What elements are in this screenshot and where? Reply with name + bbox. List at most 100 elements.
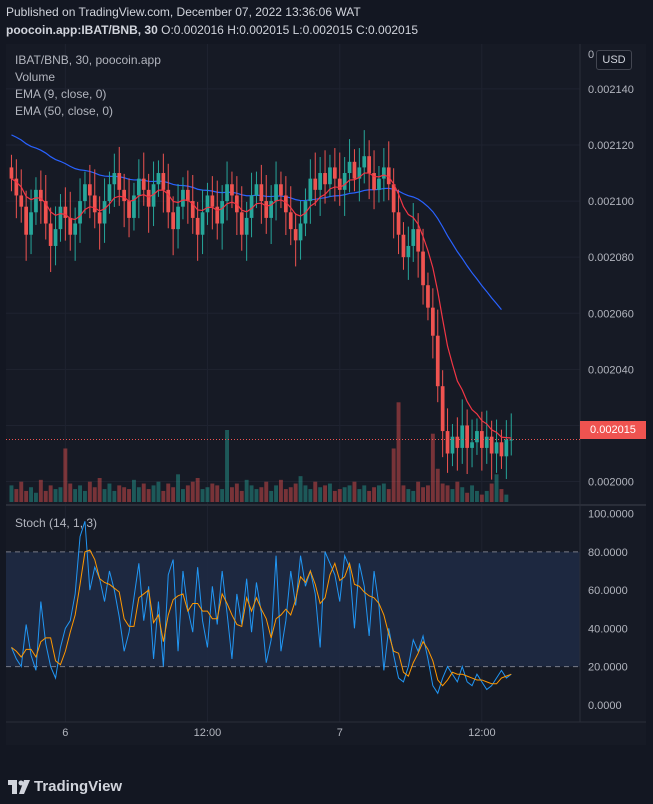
candle-body [337,178,342,190]
volume-bar [332,490,337,502]
candle-body [484,436,489,448]
volume-bar [48,485,53,502]
volume-bar [200,489,205,502]
volume-bar [460,487,465,502]
volume-bar [430,433,435,502]
candle-body [225,184,229,202]
stoch-tick-label: 100.0000 [588,509,634,521]
candle-body [230,184,234,196]
candle-body [132,195,136,218]
published-caption: Published on TradingView.com, December 0… [6,5,361,19]
volume-bar [274,485,279,502]
time-tick-label: 12:00 [194,727,222,739]
candle-body [430,307,435,336]
volume-bar [53,489,58,502]
price-tick-label: 0.002040 [588,364,634,376]
volume-bar [367,490,372,502]
candle-body [401,234,406,258]
volume-bar [396,402,401,502]
candle-body [269,201,274,218]
volume-bar [195,478,200,502]
volume-bar [425,485,430,502]
candle-body [274,184,278,202]
chart-area[interactable]: 0.002140 0.002120 0.002100 0.002080 0.002060… [6,44,646,745]
volume-bar [386,489,391,502]
volume-bar [180,489,185,502]
candle-body [102,201,107,224]
candle-body [244,217,249,235]
candle-body [313,178,318,190]
currency-button[interactable]: USD [596,50,632,70]
volume-bar [14,489,19,502]
candle-body [421,251,425,286]
volume-bar [337,489,342,502]
volume-bar [323,485,328,502]
candle-body [318,173,323,190]
volume-bar [131,479,136,502]
candle-body [181,189,185,207]
volume-bar [33,492,38,502]
candle-body [259,184,264,202]
volume-bar [29,487,34,502]
volume-bar [293,483,298,502]
volume-bar [470,485,475,502]
candle-body [171,212,176,230]
volume-bar [82,490,87,502]
stoch-tick-label: 0.0000 [588,700,622,712]
volume-bar [376,485,381,502]
candle-body [489,436,494,454]
tradingview-logo-icon [8,780,30,794]
candle-body [465,425,470,448]
low-value: 0.002015 [302,23,353,37]
candle-body [68,217,73,235]
volume-bar [318,487,323,502]
legend-ema9[interactable]: EMA (9, close, 0) [15,87,107,101]
volume-bar [73,489,78,502]
candle-body [249,195,254,218]
candle-body [53,229,58,246]
volume-bar [347,485,352,502]
volume-bar [381,483,386,502]
candle-body [161,173,166,190]
candle-body [357,167,362,179]
chart-svg[interactable]: 0.002140 0.002120 0.002100 0.002080 0.002060… [6,44,646,745]
volume-bar [455,481,460,502]
volume-bar [465,492,470,502]
time-tick-label: 7 [337,727,343,739]
candle-body [470,442,474,448]
candle-body [362,156,367,168]
top-bar [0,0,653,44]
volume-bar [499,489,504,502]
legend-volume[interactable]: Volume [15,70,56,84]
volume-bar [107,483,112,502]
candle-body [386,167,391,185]
volume-bar [288,487,293,502]
volume-bar [411,490,416,502]
candle-body [440,386,445,432]
price-tick-label: 0.002120 [588,140,634,152]
candle-body [14,178,19,196]
candle-body [293,229,298,241]
volume-bar [87,481,92,502]
candle-body [416,229,421,252]
volume-bar [176,474,181,502]
volume-bar [141,483,146,502]
legend-stoch[interactable]: Stoch (14, 1, 3) [15,516,98,530]
candle-body [411,229,416,246]
candle-body [87,184,92,196]
legend-ema50[interactable]: EMA (50, close, 0) [15,104,114,118]
candle-body [509,439,514,441]
volume-bar [450,489,455,502]
candle-body [372,173,376,190]
candle-body [24,206,29,235]
volume-bar [220,489,225,502]
ema9-line [11,172,512,439]
volume-bar [239,490,244,502]
volume-bar [357,489,362,502]
volume-bar [63,448,68,502]
candle-body [48,223,53,246]
candle-body [435,335,440,387]
candle-body [460,425,465,448]
candle-body [43,201,48,224]
volume-bar [416,481,421,502]
